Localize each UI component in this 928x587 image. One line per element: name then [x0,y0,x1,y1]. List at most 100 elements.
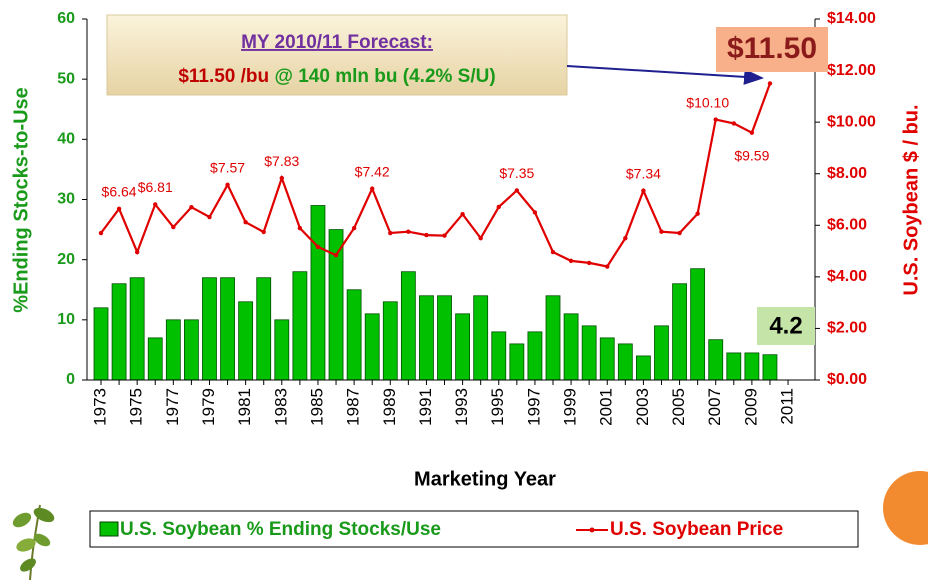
price-point [515,188,519,192]
bar [293,272,307,380]
price-point [262,230,266,234]
bar [618,344,632,380]
bar [275,320,289,380]
y-tick-label: 30 [57,191,75,208]
bar [763,355,777,380]
price-point [424,233,428,237]
data-label: $10.10 [686,94,729,110]
y-tick-label: 50 [57,70,75,87]
price-point [280,176,284,180]
x-tick-label: 1989 [380,388,399,426]
price-point [605,264,609,268]
data-label: $7.42 [355,163,390,179]
x-tick-label: 1985 [307,388,326,426]
forecast-detail: @ 140 mln bu (4.2% S/U) [274,66,495,87]
price-point [298,226,302,230]
data-label: $7.34 [626,165,661,181]
x-tick-label: 1975 [127,388,146,426]
chart: Marketing Year %Ending Stocks-to-Use U.S… [0,0,928,587]
bar [528,332,542,380]
bar [438,296,452,380]
forecast-price: $11.50 /bu [178,66,269,87]
price-point [117,207,121,211]
bar [221,278,235,380]
bar [184,320,198,380]
bar [419,296,433,380]
price-point [714,117,718,121]
x-tick-label: 1999 [561,388,580,426]
stocks-callout: 4.2 [769,312,802,339]
price-point [551,250,555,254]
y-axis-title: %Ending Stocks-to-Use [10,87,32,313]
decor-circle [883,471,928,545]
bar [112,284,126,380]
bar [492,332,506,380]
price-point [587,261,591,265]
price-point [569,259,573,263]
price-point [768,81,772,85]
x-tick-label: 2003 [633,388,652,426]
bar [691,269,705,380]
x-axis-title: Marketing Year [414,468,556,490]
price-point [207,215,211,219]
x-tick-label: 1991 [416,388,435,426]
y2-axis-title: U.S. Soybean $ / bu. [900,104,922,295]
x-tick-label: 1987 [344,388,363,426]
bar [257,278,271,380]
price-point [135,250,139,254]
bar [636,356,650,380]
data-label: $7.83 [264,153,299,169]
price-point [677,231,681,235]
bar [94,308,108,380]
x-tick-label: 2001 [597,388,616,426]
price-point [442,233,446,237]
y-tick-label: 0 [66,371,75,388]
y2-tick-label: $14.00 [827,10,876,27]
x-tick-label: 1979 [199,388,218,426]
bar [347,290,361,380]
bar [365,314,379,380]
price-point [225,183,229,187]
price-point [695,211,699,215]
bar [654,326,668,380]
legend-swatch [590,528,595,533]
y2-tick-label: $2.00 [827,320,867,337]
bar [474,296,488,380]
x-tick-label: 1995 [488,388,507,426]
bar [148,338,162,380]
price-point [641,189,645,193]
x-tick-label: 1983 [271,388,290,426]
y2-tick-label: $12.00 [827,62,876,79]
data-label: $6.64 [102,183,137,199]
x-tick-label: 2005 [669,388,688,426]
data-label: $7.57 [210,160,245,176]
price-point [99,231,103,235]
price-point [388,231,392,235]
price-point [316,245,320,249]
bar [727,353,741,380]
x-tick-label: 2009 [741,388,760,426]
y2-tick-label: $4.00 [827,268,867,285]
y2-tick-label: $0.00 [827,371,867,388]
price-point [370,186,374,190]
bar [510,344,524,380]
data-label: $9.59 [734,147,769,163]
price-point [497,205,501,209]
bar [383,302,397,380]
legend-label: U.S. Soybean Price [610,519,783,540]
x-tick-label: 1981 [235,388,254,426]
forecast-title: MY 2010/11 Forecast: [241,32,433,53]
y-tick-label: 40 [57,131,75,148]
y2-tick-label: $6.00 [827,217,867,234]
plant-icon [10,505,56,580]
price-point [659,230,663,234]
price-point [171,225,175,229]
bar [456,314,470,380]
price-point [406,230,410,234]
bar [600,338,614,380]
x-tick-label: 1973 [90,388,109,426]
bar [546,296,560,380]
price-point [243,220,247,224]
y2-tick-label: $8.00 [827,165,867,182]
x-tick-label: 2011 [778,388,797,425]
